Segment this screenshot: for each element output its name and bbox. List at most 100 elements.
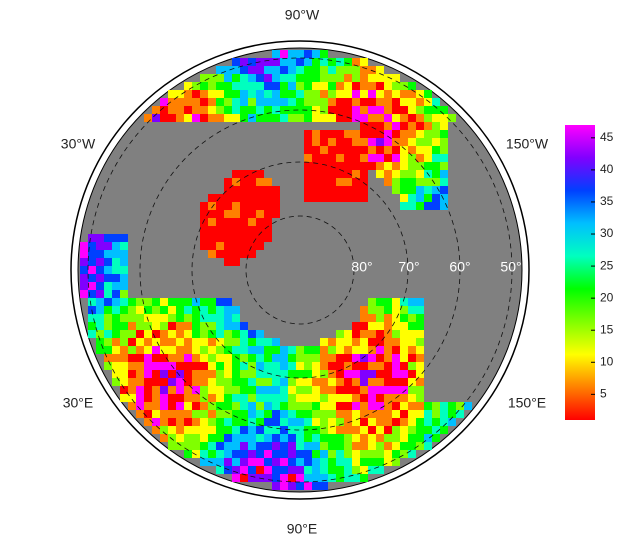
data-cell — [352, 98, 360, 106]
data-cell — [240, 330, 248, 338]
data-cell — [320, 338, 328, 346]
data-cell — [272, 90, 280, 98]
data-cell — [304, 66, 312, 74]
data-cell — [456, 410, 464, 418]
data-cell — [376, 378, 384, 386]
data-cell — [216, 354, 224, 362]
data-cell — [248, 74, 256, 82]
data-cell — [184, 378, 192, 386]
data-cell — [328, 434, 336, 442]
lon-label: 90°E — [287, 521, 318, 537]
data-cell — [360, 322, 368, 330]
data-cell — [440, 402, 448, 410]
data-cell — [168, 378, 176, 386]
data-cell — [312, 74, 320, 82]
data-cell — [208, 74, 216, 82]
data-cell — [224, 242, 232, 250]
data-cell — [400, 306, 408, 314]
data-cell — [192, 378, 200, 386]
data-cell — [248, 82, 256, 90]
data-cell — [328, 58, 336, 66]
data-cell — [368, 322, 376, 330]
data-cell — [208, 306, 216, 314]
data-cell — [392, 338, 400, 346]
data-cell — [112, 282, 120, 290]
data-cell — [272, 74, 280, 82]
data-cell — [184, 354, 192, 362]
data-cell — [264, 114, 272, 122]
data-cell — [168, 314, 176, 322]
data-cell — [328, 386, 336, 394]
data-cell — [288, 434, 296, 442]
data-cell — [320, 434, 328, 442]
data-cell — [184, 82, 192, 90]
data-cell — [232, 106, 240, 114]
data-cell — [200, 338, 208, 346]
data-cell — [136, 410, 144, 418]
data-cell — [360, 138, 368, 146]
data-cells — [80, 50, 472, 490]
data-cell — [184, 338, 192, 346]
data-cell — [216, 202, 224, 210]
data-cell — [280, 354, 288, 362]
data-cell — [256, 458, 264, 466]
data-cell — [256, 218, 264, 226]
data-cell — [152, 346, 160, 354]
data-cell — [416, 170, 424, 178]
data-cell — [184, 370, 192, 378]
data-cell — [200, 74, 208, 82]
data-cell — [296, 50, 304, 58]
data-cell — [352, 162, 360, 170]
data-cell — [416, 354, 424, 362]
data-cell — [192, 450, 200, 458]
data-cell — [264, 106, 272, 114]
data-cell — [296, 114, 304, 122]
data-cell — [368, 130, 376, 138]
data-cell — [312, 370, 320, 378]
data-cell — [144, 330, 152, 338]
data-cell — [296, 402, 304, 410]
data-cell — [384, 130, 392, 138]
data-cell — [424, 114, 432, 122]
data-cell — [224, 362, 232, 370]
data-cell — [440, 410, 448, 418]
data-cell — [104, 274, 112, 282]
data-cell — [256, 202, 264, 210]
data-cell — [200, 218, 208, 226]
data-cell — [280, 410, 288, 418]
data-cell — [192, 322, 200, 330]
data-cell — [88, 266, 96, 274]
data-cell — [128, 338, 136, 346]
data-cell — [392, 410, 400, 418]
data-cell — [280, 362, 288, 370]
data-cell — [408, 386, 416, 394]
data-cell — [296, 434, 304, 442]
data-cell — [232, 82, 240, 90]
data-cell — [144, 346, 152, 354]
data-cell — [208, 90, 216, 98]
data-cell — [304, 362, 312, 370]
data-cell — [224, 194, 232, 202]
data-cell — [360, 354, 368, 362]
data-cell — [320, 98, 328, 106]
data-cell — [328, 450, 336, 458]
data-cell — [152, 410, 160, 418]
data-cell — [312, 162, 320, 170]
data-cell — [400, 346, 408, 354]
data-cell — [376, 114, 384, 122]
data-cell — [344, 450, 352, 458]
data-cell — [368, 146, 376, 154]
data-cell — [144, 362, 152, 370]
data-cell — [400, 394, 408, 402]
data-cell — [392, 146, 400, 154]
data-cell — [128, 378, 136, 386]
data-cell — [168, 338, 176, 346]
data-cell — [216, 322, 224, 330]
data-cell — [360, 122, 368, 130]
data-cell — [376, 338, 384, 346]
data-cell — [280, 346, 288, 354]
data-cell — [256, 450, 264, 458]
data-cell — [264, 370, 272, 378]
data-cell — [424, 418, 432, 426]
data-cell — [248, 218, 256, 226]
